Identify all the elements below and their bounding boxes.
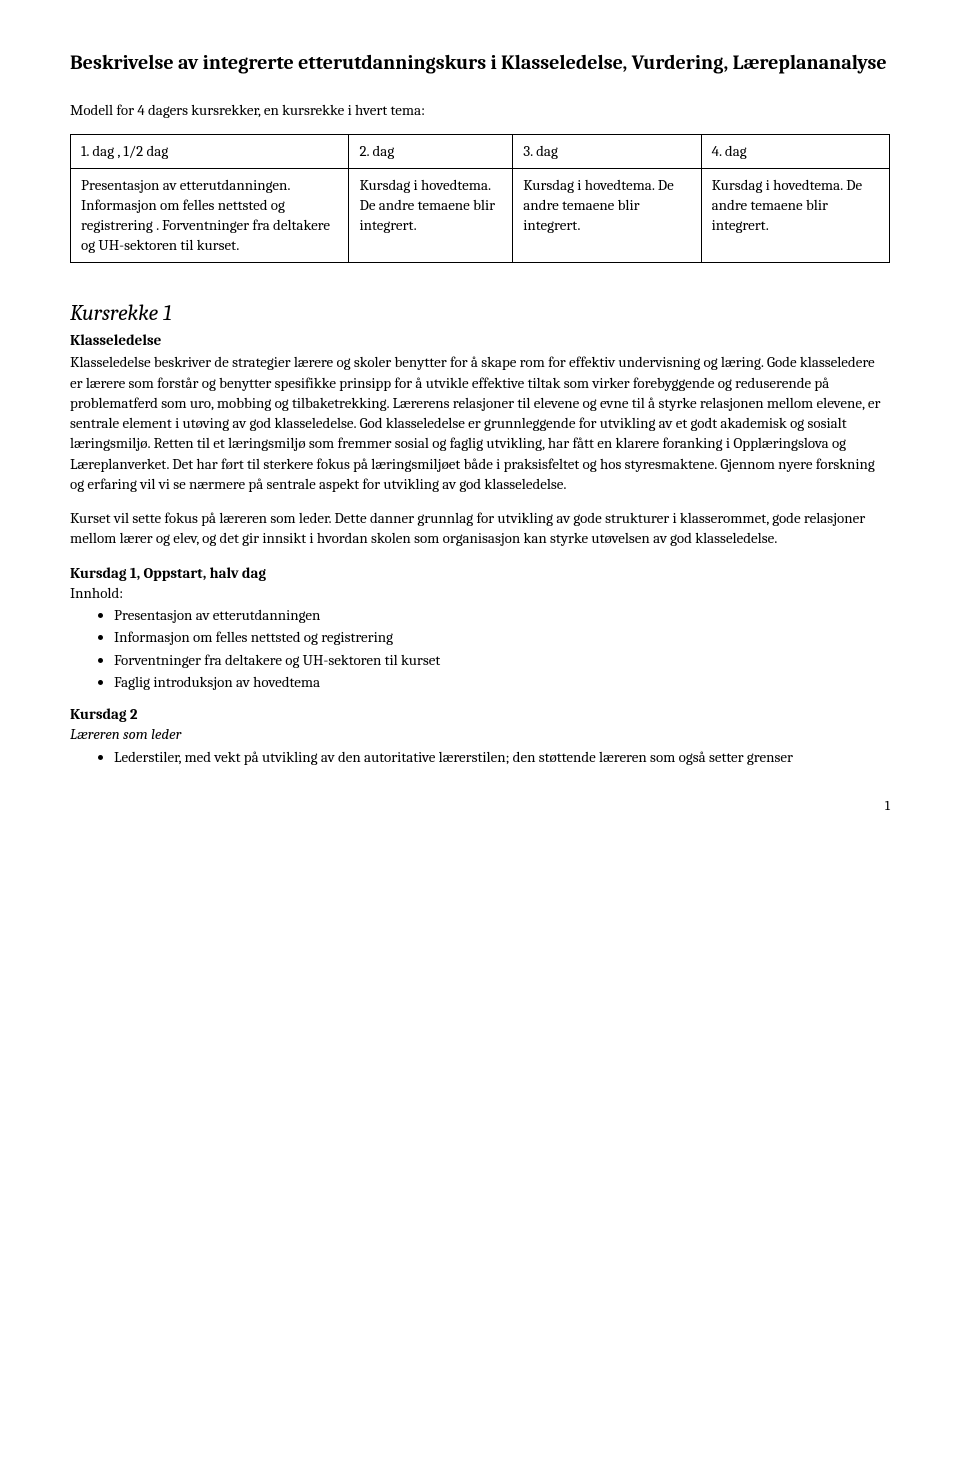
list-item: Lederstiler, med vekt på utvikling av de… xyxy=(114,747,890,767)
page-number: 1 xyxy=(70,797,890,816)
table-cell: Presentasjon av etterutdanningen. Inform… xyxy=(71,168,349,262)
table-header: 1. dag , 1/2 dag xyxy=(71,135,349,168)
kursdag1-list: Presentasjon av etterutdanningen Informa… xyxy=(70,605,890,692)
kursrekke-subtitle: Klasseledelse xyxy=(70,330,890,350)
list-item: Forventninger fra deltakere og UH-sektor… xyxy=(114,650,890,670)
table-cell: Kursdag i hovedtema. De andre temaene bl… xyxy=(513,168,701,262)
table-header-row: 1. dag , 1/2 dag 2. dag 3. dag 4. dag xyxy=(71,135,890,168)
table-header: 4. dag xyxy=(701,135,889,168)
schedule-table: 1. dag , 1/2 dag 2. dag 3. dag 4. dag Pr… xyxy=(70,134,890,262)
kursrekke-heading: Kursrekke 1 xyxy=(70,299,890,329)
table-cell: Kursdag i hovedtema. De andre temaene bl… xyxy=(349,168,513,262)
kursdag2-list: Lederstiler, med vekt på utvikling av de… xyxy=(70,747,890,767)
body-paragraph: Kurset vil sette fokus på læreren som le… xyxy=(70,508,890,549)
kursdag2-subheading: Læreren som leder xyxy=(70,724,890,744)
document-title: Beskrivelse av integrerte etterutdanning… xyxy=(70,50,890,76)
list-item: Informasjon om felles nettsted og regist… xyxy=(114,627,890,647)
body-paragraph: Klasseledelse beskriver de strategier læ… xyxy=(70,352,890,494)
list-item: Faglig introduksjon av hovedtema xyxy=(114,672,890,692)
list-item: Presentasjon av etterutdanningen xyxy=(114,605,890,625)
table-cell: Kursdag i hovedtema. De andre temaene bl… xyxy=(701,168,889,262)
table-row: Presentasjon av etterutdanningen. Inform… xyxy=(71,168,890,262)
kursdag1-heading: Kursdag 1, Oppstart, halv dag xyxy=(70,563,890,583)
intro-text: Modell for 4 dagers kursrekker, en kursr… xyxy=(70,100,890,120)
table-header: 3. dag xyxy=(513,135,701,168)
kursdag2-heading: Kursdag 2 xyxy=(70,704,890,724)
table-header: 2. dag xyxy=(349,135,513,168)
kursdag1-subheading: Innhold: xyxy=(70,583,890,603)
